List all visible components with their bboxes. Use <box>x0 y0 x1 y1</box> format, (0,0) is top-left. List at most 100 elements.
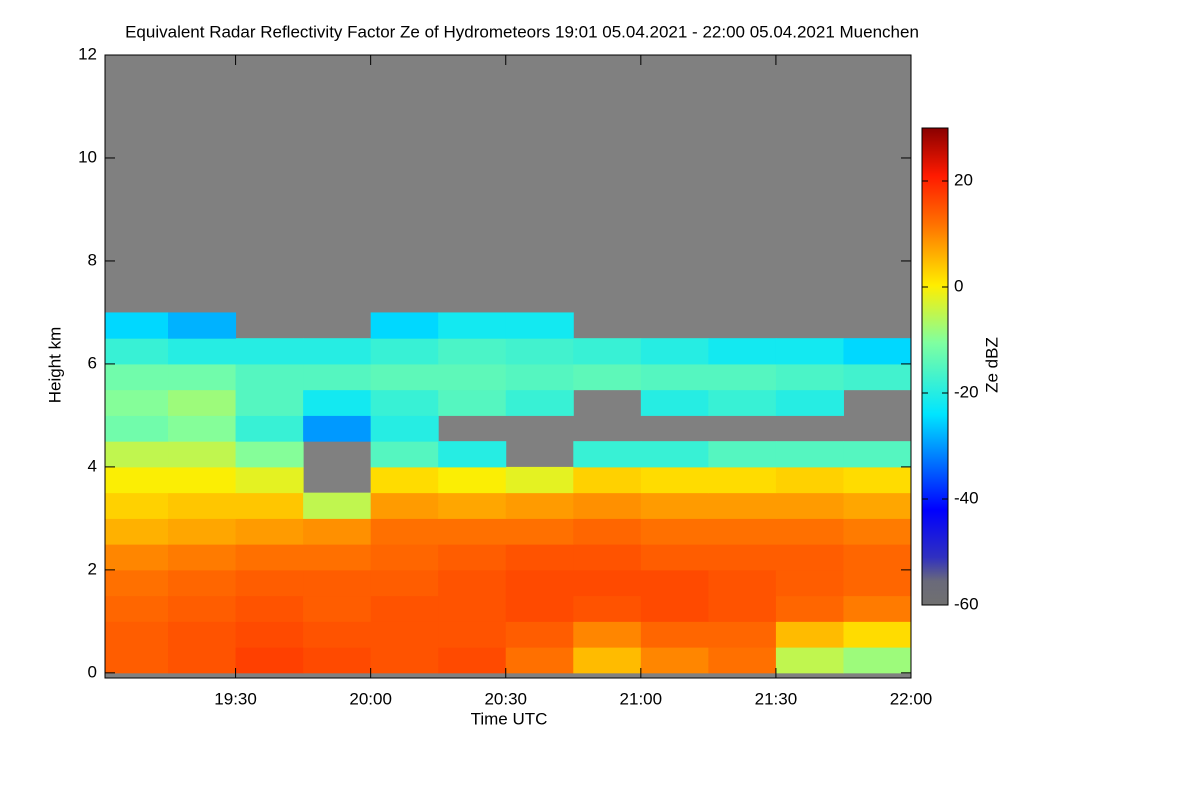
heatmap-cell <box>105 492 169 519</box>
heatmap-cell <box>235 518 304 545</box>
heatmap-cell <box>640 595 709 622</box>
heatmap-cell <box>708 621 777 648</box>
heatmap-cell <box>843 338 911 365</box>
heatmap-cell <box>438 492 507 519</box>
heatmap-cell <box>505 518 574 545</box>
heatmap-cell <box>573 441 642 468</box>
heatmap-cell <box>505 595 574 622</box>
heatmap-cell <box>303 569 372 597</box>
heatmap-cell <box>168 312 237 339</box>
heatmap-cell <box>370 312 439 339</box>
heatmap-cell <box>708 466 777 494</box>
heatmap-cell <box>303 389 372 416</box>
heatmap-cell <box>370 363 439 391</box>
heatmap-cell <box>438 466 507 494</box>
heatmap-cell <box>235 338 304 365</box>
heatmap-cell <box>775 621 844 648</box>
colorbar-tick-label: 0 <box>954 276 963 295</box>
heatmap-cell <box>573 544 642 571</box>
x-tick-label: 19:30 <box>214 689 257 708</box>
heatmap-cell <box>105 544 169 571</box>
heatmap-cell <box>168 518 237 545</box>
colorbar-tick-label: -60 <box>954 594 979 613</box>
heatmap-cell <box>573 338 642 365</box>
heatmap-cell <box>303 621 372 648</box>
colorbar-label: Ze dBZ <box>982 337 1001 393</box>
x-tick-label: 21:30 <box>755 689 798 708</box>
heatmap-cell <box>640 569 709 597</box>
heatmap-cell <box>775 363 844 391</box>
heatmap-cell <box>303 492 372 519</box>
heatmap-cell <box>775 518 844 545</box>
heatmap-cell <box>303 338 372 365</box>
heatmap-cell <box>105 441 169 468</box>
heatmap-cell <box>168 647 237 674</box>
heatmap-cell <box>168 595 237 622</box>
heatmap-cell <box>640 518 709 545</box>
heatmap-cell <box>843 595 911 622</box>
y-axis-label: Height km <box>45 327 64 404</box>
heatmap-cell <box>573 492 642 519</box>
heatmap-cell <box>640 441 709 468</box>
heatmap-cell <box>438 338 507 365</box>
heatmap-cell <box>708 647 777 674</box>
heatmap-cell <box>105 312 169 339</box>
heatmap-cell <box>640 338 709 365</box>
heatmap-cell <box>573 595 642 622</box>
heatmap-cell <box>168 569 237 597</box>
heatmap-cell <box>105 415 169 442</box>
heatmap-cell <box>708 338 777 365</box>
heatmap-cell <box>303 595 372 622</box>
heatmap-cell <box>438 647 507 674</box>
heatmap-cell <box>370 518 439 545</box>
heatmap-cell <box>235 621 304 648</box>
heatmap-cell <box>775 595 844 622</box>
heatmap-cell <box>708 389 777 416</box>
heatmap-cell <box>573 466 642 494</box>
heatmap-cell <box>843 621 911 648</box>
heatmap-cell <box>708 544 777 571</box>
heatmap-cell <box>708 363 777 391</box>
heatmap-cell <box>708 595 777 622</box>
heatmap-cell <box>303 544 372 571</box>
heatmap-cell <box>843 492 911 519</box>
heatmap-cell <box>105 595 169 622</box>
y-tick-label: 4 <box>88 456 97 475</box>
heatmap-cell <box>370 415 439 442</box>
heatmap-cell <box>235 415 304 442</box>
heatmap-cell <box>370 569 439 597</box>
heatmap-cell <box>843 466 911 494</box>
heatmap-cell <box>370 466 439 494</box>
heatmap-cell <box>105 647 169 674</box>
heatmap-cell <box>843 569 911 597</box>
heatmap-cell <box>438 621 507 648</box>
heatmap-cell <box>105 621 169 648</box>
heatmap-cell <box>168 441 237 468</box>
heatmap-cell <box>505 621 574 648</box>
heatmap-cell <box>775 441 844 468</box>
x-tick-label: 20:00 <box>349 689 392 708</box>
colorbar-tick-label: -40 <box>954 488 979 507</box>
heatmap-cell <box>775 647 844 674</box>
heatmap-cell <box>775 544 844 571</box>
y-tick-label: 10 <box>78 147 97 166</box>
heatmap-cell <box>370 595 439 622</box>
heatmap-cell <box>708 492 777 519</box>
heatmap-cell <box>105 338 169 365</box>
heatmap-cell <box>370 338 439 365</box>
heatmap-cell <box>168 621 237 648</box>
x-tick-label: 21:00 <box>620 689 663 708</box>
heatmap-cell <box>775 389 844 416</box>
heatmap <box>105 312 911 674</box>
heatmap-cell <box>235 544 304 571</box>
heatmap-cell <box>438 544 507 571</box>
heatmap-cell <box>168 389 237 416</box>
heatmap-cell <box>370 492 439 519</box>
heatmap-cell <box>370 441 439 468</box>
heatmap-cell <box>168 492 237 519</box>
heatmap-cell <box>235 441 304 468</box>
heatmap-cell <box>843 647 911 674</box>
heatmap-cell <box>505 338 574 365</box>
heatmap-cell <box>438 389 507 416</box>
heatmap-cell <box>168 466 237 494</box>
